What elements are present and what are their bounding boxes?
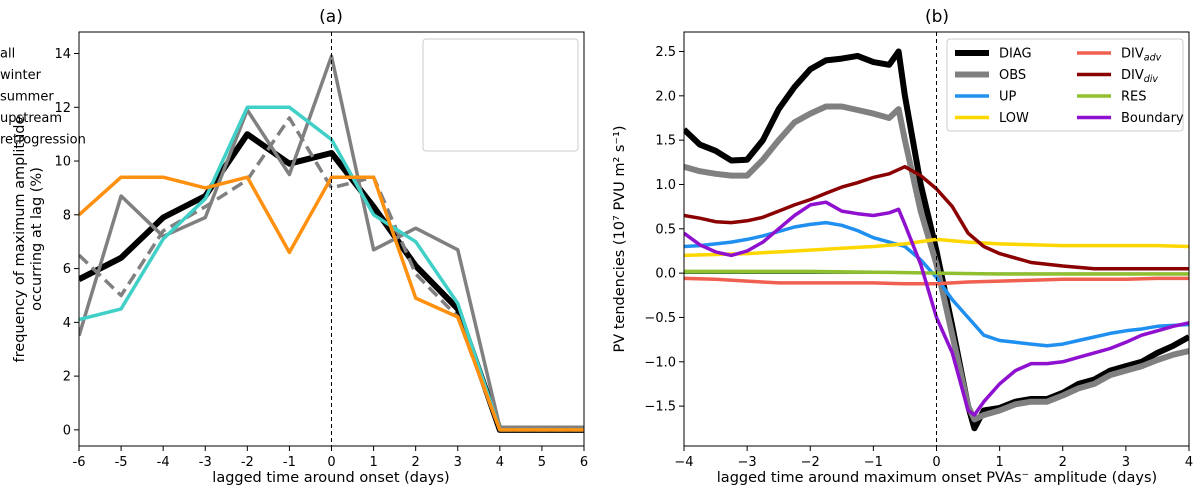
panel-a-series bbox=[79, 32, 584, 446]
x-tick-label: −1 bbox=[864, 455, 883, 470]
x-tick-label: 2 bbox=[412, 455, 420, 470]
panel-b-title: (b) bbox=[925, 7, 949, 27]
legend-label-3: upstream bbox=[0, 111, 62, 126]
panel-b-ylabel: PV tendencies (10⁷ PVU m² s⁻¹) bbox=[612, 125, 628, 352]
x-tick-label: -4 bbox=[157, 455, 170, 470]
legend-label-5: DIVdiv bbox=[1121, 68, 1158, 85]
y-tick-label: −1.0 bbox=[644, 355, 676, 370]
y-tick-label: 6 bbox=[63, 262, 71, 277]
legend-label-0: all bbox=[0, 47, 15, 62]
legend-label-4: retrogression bbox=[0, 133, 86, 148]
x-tick-label: 1 bbox=[995, 455, 1003, 470]
panel-b-series bbox=[684, 32, 1189, 446]
series-line-4 bbox=[684, 276, 1189, 286]
x-tick-label: 4 bbox=[1185, 455, 1193, 470]
series-line-2 bbox=[79, 116, 584, 432]
panel-a-title: (a) bbox=[319, 7, 343, 27]
y-tick-label: 14 bbox=[54, 47, 71, 62]
x-tick-label: 3 bbox=[454, 455, 462, 470]
x-tick-label: -3 bbox=[199, 455, 212, 470]
y-tick-label: 4 bbox=[63, 316, 71, 331]
y-tick-label: −0.5 bbox=[644, 311, 676, 326]
y-tick-label: 12 bbox=[54, 101, 71, 116]
panel-b: (b) −4 −3 −2 −1 0 1 2 3 4 −1.5 −1.0 −0.5 0.0 0.5 1.0 1.… bbox=[612, 7, 1193, 486]
y-tick-label: 0 bbox=[63, 423, 71, 438]
legend-label-2: summer bbox=[0, 90, 54, 105]
y-tick-label: 1.0 bbox=[655, 178, 676, 193]
panel-a-ylabel-line-1: frequency of maximum amplitude bbox=[12, 115, 28, 362]
series-line-3 bbox=[684, 237, 1189, 258]
x-tick-label: −3 bbox=[738, 455, 757, 470]
x-tick-label: 1 bbox=[369, 455, 377, 470]
x-tick-label: 4 bbox=[496, 455, 504, 470]
panel-b-frame bbox=[683, 31, 1190, 447]
x-tick-label: −4 bbox=[674, 455, 693, 470]
y-tick-label: −1.5 bbox=[644, 400, 676, 415]
series-line-5 bbox=[684, 164, 1189, 271]
panel-b-ticks: −4 −3 −2 −1 0 1 2 3 4 −1.5 −1.0 −0.5 0.0 0.5 1.0 1.5 2.0… bbox=[644, 45, 1193, 470]
series-line-4 bbox=[79, 175, 584, 432]
x-tick-label: 5 bbox=[538, 455, 546, 470]
y-tick-label: 8 bbox=[63, 208, 71, 223]
x-tick-label: 0 bbox=[932, 455, 940, 470]
x-tick-label: 2 bbox=[1059, 455, 1067, 470]
series-line-7 bbox=[684, 200, 1189, 417]
panel-a-xlabel: lagged time around onset (days) bbox=[212, 470, 449, 486]
legend-label-3: LOW bbox=[999, 111, 1029, 126]
y-tick-label: 1.5 bbox=[655, 134, 676, 149]
y-tick-label: 2 bbox=[63, 370, 71, 385]
legend-frame bbox=[946, 38, 1184, 132]
x-tick-label: -5 bbox=[115, 455, 128, 470]
legend-label-2: UP bbox=[999, 90, 1017, 105]
legend-label-1: OBS bbox=[999, 68, 1026, 83]
panel-a-legend: all winter summer upstream retrogression bbox=[0, 38, 579, 152]
y-tick-label: 2.5 bbox=[655, 45, 676, 60]
x-tick-label: -6 bbox=[73, 455, 86, 470]
y-tick-label: 10 bbox=[54, 155, 71, 170]
x-tick-label: 0 bbox=[327, 455, 335, 470]
legend-label-0: DIAG bbox=[999, 47, 1032, 62]
x-tick-label: 6 bbox=[580, 455, 588, 470]
y-tick-label: 0.5 bbox=[655, 222, 676, 237]
panel-b-legend: DIAG OBS UP LOW DIVadv DIVdiv RES Boundary bbox=[946, 38, 1184, 132]
x-tick-label: 3 bbox=[1122, 455, 1130, 470]
legend-label-4: DIVadv bbox=[1121, 47, 1162, 64]
panel-a-ylabel-line-2: occurring at lag (%) bbox=[29, 167, 45, 311]
legend-label-1: winter bbox=[0, 68, 42, 83]
legend-label-6: RES bbox=[1121, 90, 1147, 105]
x-tick-label: -2 bbox=[241, 455, 254, 470]
legend-label-7: Boundary bbox=[1121, 111, 1184, 126]
y-tick-label: 0.0 bbox=[655, 267, 676, 282]
x-tick-label: -1 bbox=[283, 455, 296, 470]
panel-b-xlabel: lagged time around maximum onset PVAs⁻ a… bbox=[717, 470, 1157, 486]
x-tick-label: −2 bbox=[801, 455, 820, 470]
legend-frame bbox=[422, 38, 579, 152]
panel-a-frame bbox=[78, 31, 585, 447]
y-tick-label: 2.0 bbox=[655, 89, 676, 104]
